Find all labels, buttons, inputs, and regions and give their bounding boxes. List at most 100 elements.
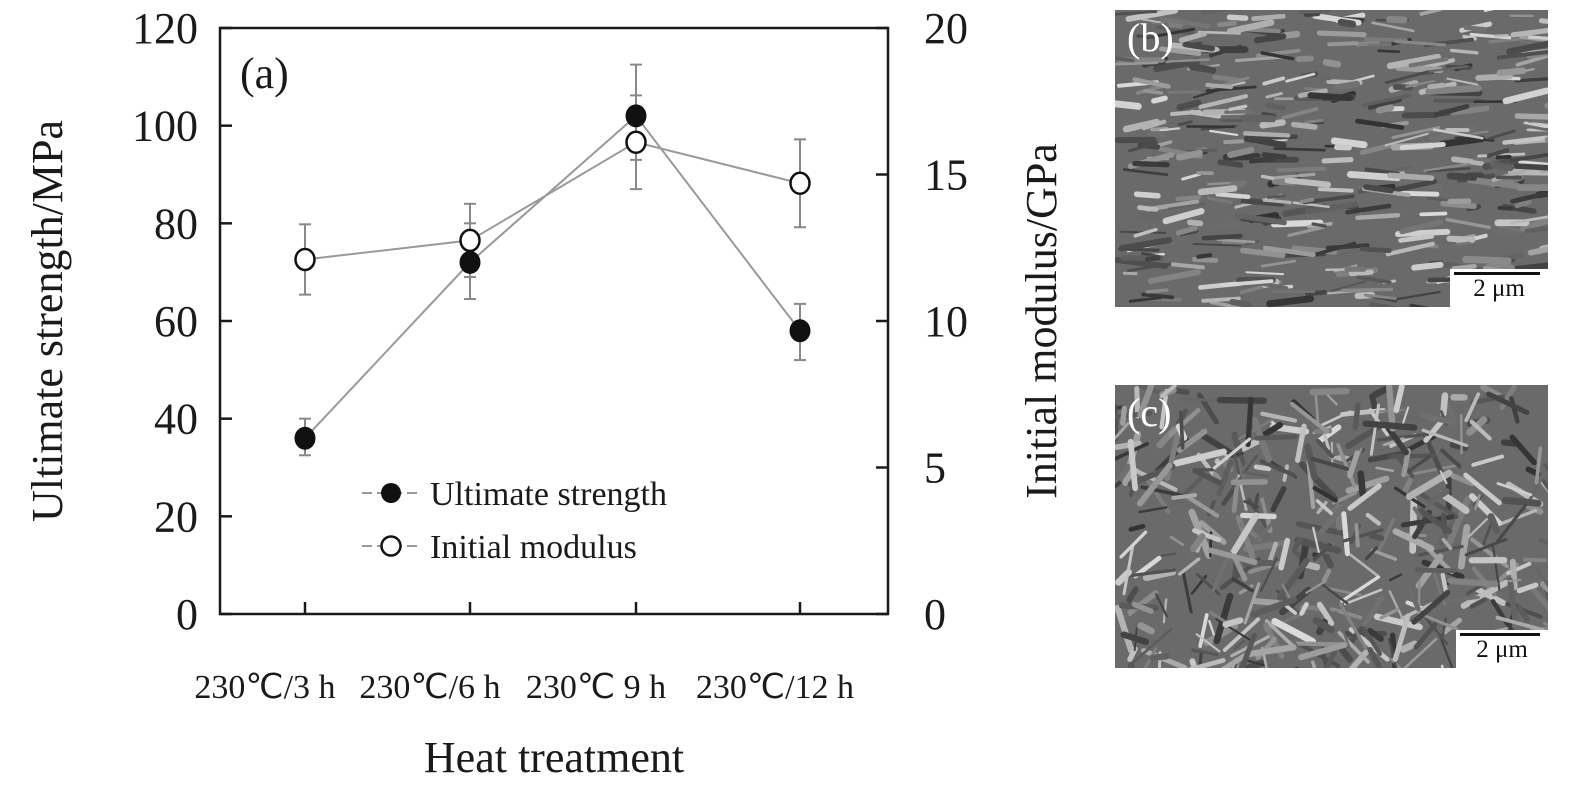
plot-frame bbox=[218, 26, 890, 616]
sem-texture bbox=[1143, 647, 1158, 668]
sem-texture bbox=[1462, 255, 1512, 265]
sem-texture bbox=[1467, 517, 1488, 538]
sem-texture bbox=[1401, 111, 1439, 119]
sem-texture bbox=[1138, 506, 1168, 514]
sem-texture bbox=[1469, 419, 1492, 441]
sem-texture bbox=[1368, 532, 1385, 542]
sem-texture bbox=[1115, 422, 1130, 441]
sem-texture bbox=[1325, 243, 1370, 251]
sem-texture bbox=[1262, 198, 1292, 205]
sem-texture bbox=[1496, 50, 1548, 60]
sem-texture bbox=[1132, 77, 1171, 89]
sem-texture bbox=[1292, 201, 1330, 208]
sem-texture bbox=[1538, 18, 1548, 24]
sem-texture bbox=[1125, 10, 1179, 22]
sem-texture bbox=[1186, 219, 1204, 227]
sem-texture bbox=[1347, 450, 1360, 479]
sem-texture bbox=[1495, 615, 1546, 633]
chart-a: 0 20 40 60 80 100 120 0 5 10 15 20 230℃/3 h 230℃/6 h 2… bbox=[23, 4, 1066, 782]
sem-texture bbox=[1440, 572, 1448, 593]
sem-texture bbox=[1449, 441, 1469, 451]
sem-texture bbox=[1544, 103, 1548, 109]
sem-texture bbox=[1523, 557, 1547, 563]
sem-texture bbox=[1122, 168, 1169, 177]
sem-texture bbox=[1233, 639, 1246, 650]
sem-texture bbox=[1331, 280, 1368, 292]
sem-texture bbox=[1371, 386, 1389, 399]
sem-texture bbox=[1240, 197, 1285, 207]
sem-texture bbox=[1250, 596, 1298, 618]
sem-texture bbox=[1245, 271, 1285, 276]
sem-texture bbox=[1281, 107, 1319, 120]
sem-texture bbox=[1191, 257, 1219, 263]
sem-texture bbox=[1127, 262, 1172, 272]
sem-texture bbox=[1276, 166, 1327, 173]
sem-texture bbox=[1464, 392, 1481, 423]
sem-texture bbox=[1523, 121, 1548, 128]
sem-texture bbox=[1299, 197, 1315, 204]
sem-texture bbox=[1327, 41, 1359, 47]
sem-texture bbox=[1475, 73, 1514, 81]
sem-texture bbox=[1198, 94, 1249, 110]
sem-texture bbox=[1321, 568, 1332, 583]
sem-texture bbox=[1177, 120, 1193, 127]
sem-texture bbox=[1160, 16, 1211, 29]
sem-texture bbox=[1305, 580, 1327, 594]
sem-texture bbox=[1115, 480, 1122, 489]
sem-texture bbox=[1312, 526, 1320, 553]
sem-texture bbox=[1175, 149, 1203, 161]
sem-texture bbox=[1446, 77, 1479, 86]
sem-texture bbox=[1440, 200, 1477, 210]
sem-texture bbox=[1524, 225, 1548, 234]
sem-texture bbox=[1419, 211, 1448, 217]
sem-texture bbox=[1342, 528, 1384, 543]
sem-texture bbox=[1197, 185, 1238, 196]
sem-texture bbox=[1359, 246, 1392, 253]
sem-texture bbox=[1364, 546, 1379, 561]
sem-texture bbox=[1497, 206, 1514, 211]
sem-texture bbox=[1209, 44, 1242, 58]
sem-texture bbox=[1463, 25, 1487, 32]
sem-texture bbox=[1137, 385, 1155, 419]
sem-texture bbox=[1212, 219, 1248, 231]
sem-texture bbox=[1527, 117, 1548, 123]
sem-texture bbox=[1494, 34, 1509, 38]
sem-texture bbox=[1266, 295, 1315, 307]
sem-texture bbox=[1340, 287, 1394, 293]
sem-texture bbox=[1337, 644, 1353, 663]
legend-label-strength: Ultimate strength bbox=[430, 476, 667, 513]
sem-texture bbox=[1188, 658, 1226, 668]
series-line-modulus bbox=[304, 141, 801, 261]
sem-texture bbox=[1192, 243, 1242, 247]
sem-texture bbox=[1507, 577, 1518, 622]
sem-texture bbox=[1472, 157, 1492, 163]
y-axis-label: Ultimate strength/MPa bbox=[23, 120, 72, 522]
sem-texture bbox=[1483, 10, 1495, 12]
sem-texture bbox=[1529, 263, 1548, 270]
legend-label-modulus: Initial modulus bbox=[430, 529, 637, 566]
sem-texture bbox=[1387, 637, 1398, 668]
sem-texture bbox=[1352, 402, 1361, 431]
sem-texture bbox=[1115, 10, 1158, 16]
sem-texture bbox=[1527, 484, 1540, 503]
sem-texture bbox=[1528, 35, 1548, 40]
sem-texture bbox=[1369, 393, 1379, 412]
sem-texture bbox=[1534, 566, 1548, 588]
sem-image-c: (c) 2 μm bbox=[1115, 385, 1548, 668]
sem-texture bbox=[1345, 475, 1390, 494]
sem-texture bbox=[1425, 84, 1482, 95]
sem-texture bbox=[1168, 408, 1201, 438]
sem-texture bbox=[1213, 592, 1234, 645]
sem-texture bbox=[1260, 411, 1298, 423]
sem-texture bbox=[1287, 225, 1326, 237]
series-line-strength bbox=[304, 114, 801, 439]
sem-texture bbox=[1207, 547, 1258, 566]
sem-texture bbox=[1119, 530, 1148, 559]
sem-texture bbox=[1278, 537, 1291, 571]
sem-texture bbox=[1495, 154, 1512, 160]
sem-texture bbox=[1132, 160, 1170, 168]
sem-texture bbox=[1174, 387, 1190, 395]
sem-texture bbox=[1226, 19, 1275, 35]
sem-texture bbox=[1384, 132, 1429, 147]
sem-texture bbox=[1402, 477, 1414, 495]
